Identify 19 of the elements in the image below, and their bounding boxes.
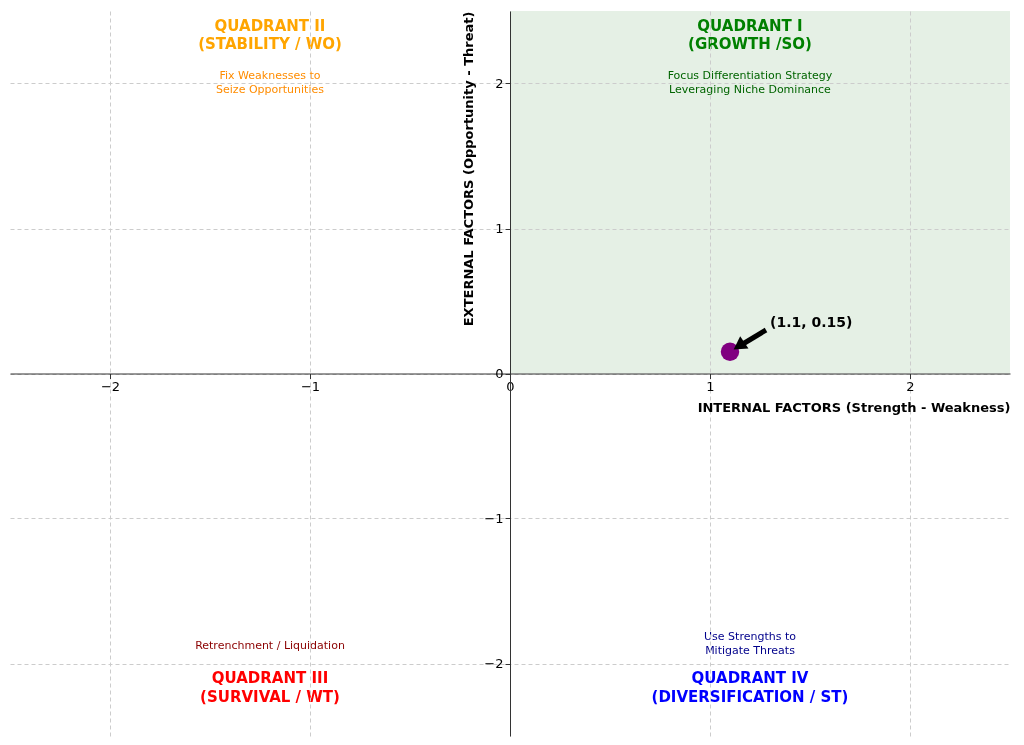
y-axis-title: EXTERNAL FACTORS (Opportunity - Threat) bbox=[461, 11, 477, 327]
x-tick-label: −1 bbox=[300, 379, 321, 394]
annotation: (1.1, 0.15) bbox=[770, 313, 853, 330]
x-axis-title: INTERNAL FACTORS (Strength - Weakness) bbox=[697, 400, 1011, 415]
y-tick-label: 0 bbox=[495, 366, 504, 381]
annotation: QUADRANT II (STABILITY / WO) bbox=[198, 16, 342, 54]
annotation: QUADRANT III (SURVIVAL / WT) bbox=[200, 669, 340, 706]
y-tick-label: −2 bbox=[484, 656, 504, 671]
annotation: Fix Weaknesses to Seize Opportunities bbox=[216, 69, 325, 96]
x-tick-label: −2 bbox=[100, 379, 121, 394]
annotation: Retrenchment / Liquidation bbox=[195, 639, 345, 653]
x-tick-label: 1 bbox=[706, 379, 715, 394]
y-tick-label: 1 bbox=[495, 221, 504, 236]
x-tick-label: 2 bbox=[906, 379, 915, 394]
annotation: Focus Differentiation Strategy Leveraging Niche Dominance bbox=[667, 69, 833, 96]
annotation: QUADRANT IV (DIVERSIFICATION / ST) bbox=[651, 669, 849, 706]
y-tick-label: 2 bbox=[495, 76, 504, 91]
y-tick-label: −1 bbox=[484, 511, 504, 526]
annotation: QUADRANT I (GROWTH /SO) bbox=[688, 16, 812, 54]
